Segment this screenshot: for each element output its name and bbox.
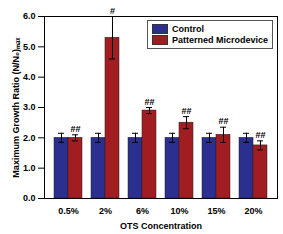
svg-text:##: ## xyxy=(255,130,265,140)
svg-text:##: ## xyxy=(144,97,154,107)
svg-text:1.0: 1.0 xyxy=(23,163,36,173)
svg-text:Maximum Growth Ratio (N/N₀)ₘₐₓ: Maximum Growth Ratio (N/N₀)ₘₐₓ xyxy=(11,37,21,178)
svg-text:##: ## xyxy=(181,106,191,116)
svg-text:6.0: 6.0 xyxy=(23,11,36,21)
svg-text:0.0: 0.0 xyxy=(23,193,36,203)
svg-text:6%: 6% xyxy=(136,206,149,216)
svg-text:2.0: 2.0 xyxy=(23,133,36,143)
svg-text:##: ## xyxy=(218,116,228,126)
svg-text:2%: 2% xyxy=(99,206,112,216)
svg-text:20%: 20% xyxy=(244,206,262,216)
svg-text:15%: 15% xyxy=(207,206,225,216)
svg-text:3.0: 3.0 xyxy=(23,102,36,112)
svg-text:##: ## xyxy=(70,124,80,134)
svg-text:4.0: 4.0 xyxy=(23,72,36,82)
html-text:Control: Control xyxy=(172,24,204,34)
svg-text:10%: 10% xyxy=(170,206,188,216)
svg-text:5.0: 5.0 xyxy=(23,42,36,52)
html-text:Patterned Microdevice: Patterned Microdevice xyxy=(172,35,268,45)
svg-text:#: # xyxy=(110,6,115,16)
svg-text:0.5%: 0.5% xyxy=(58,206,79,216)
svg-text:OTS Concentration: OTS Concentration xyxy=(120,221,202,231)
